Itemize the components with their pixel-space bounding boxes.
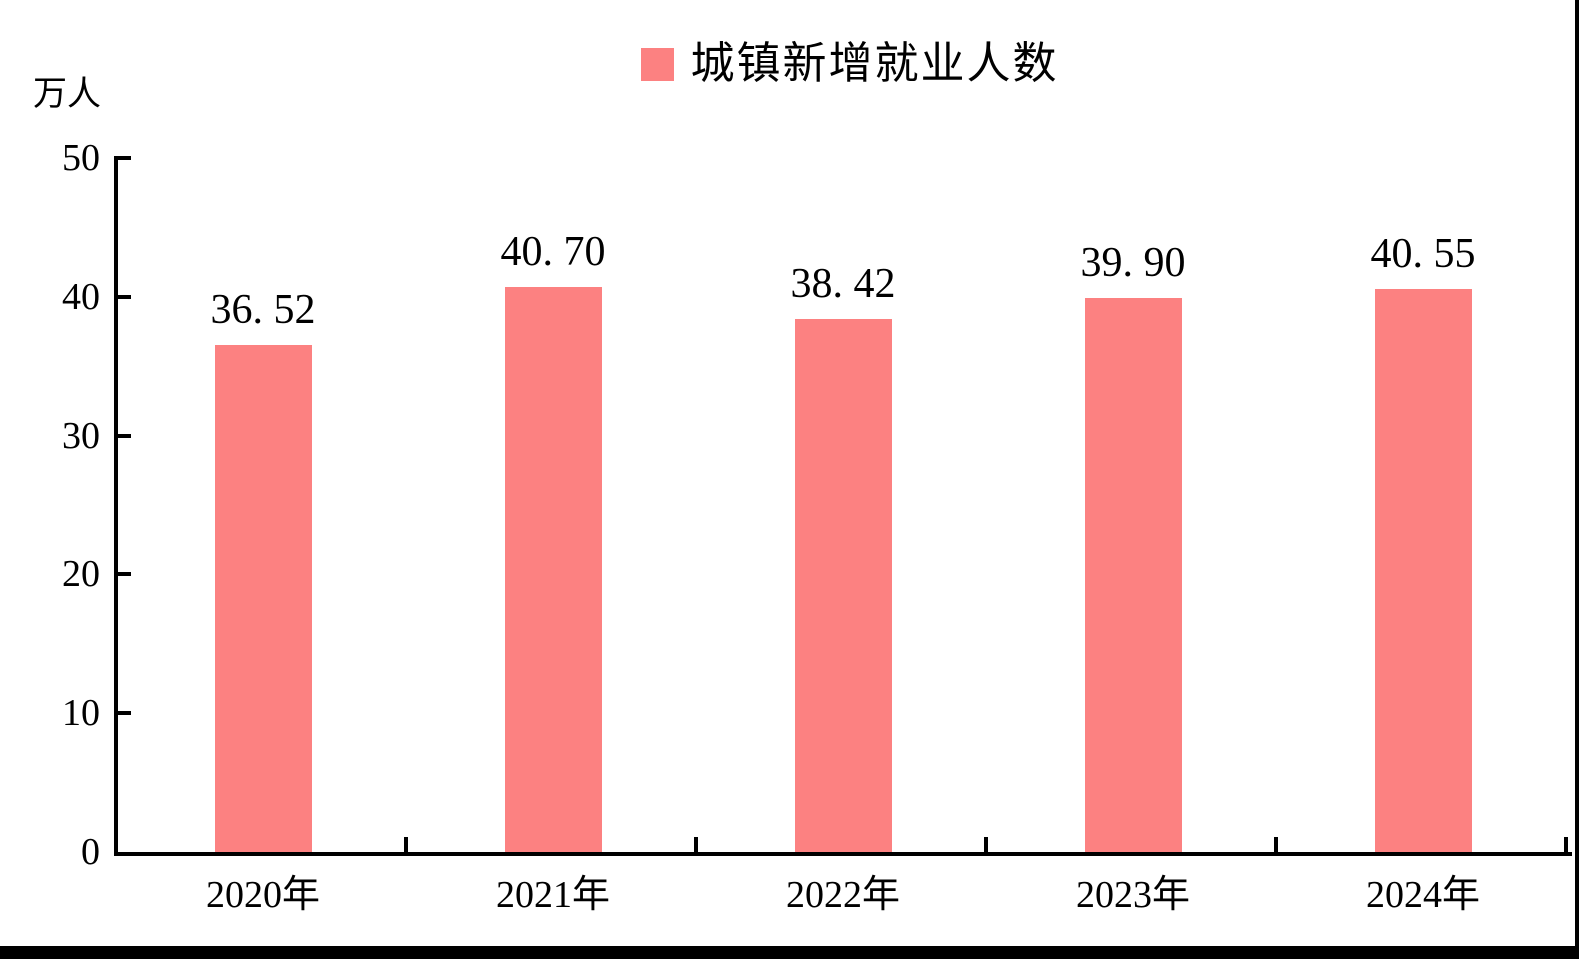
- bar-value-label: 36. 52: [210, 287, 316, 334]
- page-right-border: [1575, 0, 1579, 947]
- x-axis-tick: [694, 837, 698, 852]
- bar-value-label: 40. 55: [1370, 231, 1476, 278]
- bar: [1374, 289, 1472, 852]
- bar: [1084, 298, 1182, 852]
- bar-value-label: 39. 90: [1080, 240, 1186, 287]
- x-axis-category-label: 2023年: [1075, 874, 1191, 916]
- y-axis-line: [114, 156, 118, 856]
- x-axis-tick: [404, 837, 408, 852]
- y-axis-tick: [118, 711, 131, 716]
- page-bottom-border: [0, 946, 1579, 959]
- y-axis-tick: [118, 433, 131, 438]
- y-axis-tick-label: 50: [62, 137, 100, 179]
- x-axis-category-label: 2020年: [205, 874, 321, 916]
- bar-value-label: 40. 70: [500, 229, 606, 276]
- plot-area: 0 10 20 30 40 50 36. 52 2020年 40. 70 2021年 38. 42 2…: [62, 137, 1572, 916]
- bar: [504, 287, 602, 852]
- y-axis-tick-label: 20: [62, 553, 100, 596]
- x-axis-category-label: 2022年: [785, 874, 901, 916]
- y-axis-tick-label: 10: [62, 692, 100, 735]
- y-axis-tick-label: 0: [81, 831, 100, 873]
- x-axis-tick: [984, 837, 988, 852]
- bar: [214, 345, 312, 852]
- legend-series-label: 城镇新增就业人数: [690, 39, 1059, 88]
- y-axis-tick: [118, 156, 131, 160]
- y-axis-tick: [118, 294, 131, 299]
- x-axis-category-label: 2021年: [495, 874, 611, 916]
- y-axis-unit-label: 万人: [33, 76, 101, 113]
- legend: 城镇新增就业人数: [0, 40, 1579, 88]
- x-axis-category-label: 2024年: [1365, 874, 1481, 916]
- x-axis-tick: [1274, 837, 1278, 852]
- y-axis-tick-label: 40: [62, 275, 100, 318]
- bar-value-label: 38. 42: [790, 260, 896, 307]
- legend-swatch-icon: [640, 47, 674, 81]
- bar: [794, 318, 892, 852]
- x-axis-line: [114, 852, 1572, 856]
- y-axis-tick-label: 30: [62, 414, 100, 457]
- y-axis-tick: [118, 572, 131, 577]
- x-axis-tick: [1564, 837, 1568, 852]
